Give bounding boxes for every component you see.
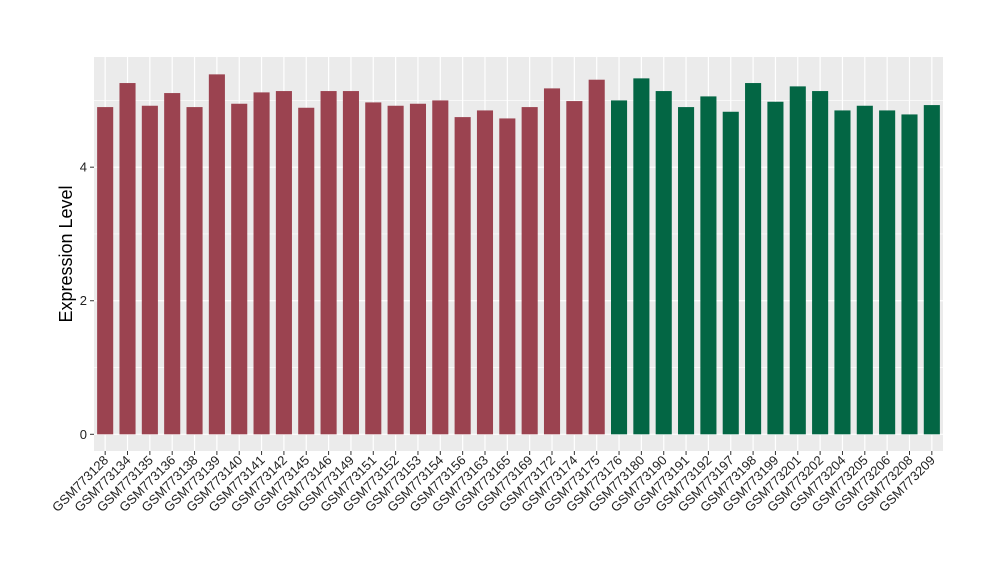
bar-GSM773191 bbox=[678, 107, 695, 435]
y-tick-label: 0 bbox=[80, 427, 87, 442]
bar-GSM773198 bbox=[745, 83, 762, 435]
bar-GSM773163 bbox=[476, 110, 494, 435]
y-tick-label: 4 bbox=[80, 160, 87, 175]
bar-GSM773136 bbox=[164, 93, 181, 435]
bar-GSM773175 bbox=[588, 79, 605, 435]
bar-GSM773172 bbox=[543, 88, 561, 435]
bar-GSM773145 bbox=[298, 107, 315, 435]
bar-GSM773156 bbox=[454, 117, 471, 435]
bar-GSM773128 bbox=[97, 107, 114, 435]
bar-GSM773135 bbox=[141, 105, 158, 435]
bar-GSM773134 bbox=[119, 83, 136, 435]
bar-GSM773151 bbox=[365, 102, 382, 435]
bar-GSM773205 bbox=[856, 105, 873, 435]
bar-GSM773169 bbox=[521, 107, 538, 435]
bar-GSM773154 bbox=[432, 100, 449, 435]
bar-GSM773141 bbox=[253, 92, 270, 435]
bar-GSM773209 bbox=[923, 105, 940, 435]
bar-GSM773174 bbox=[566, 101, 583, 435]
bar-GSM773140 bbox=[231, 103, 248, 435]
bar-GSM773201 bbox=[789, 86, 806, 435]
bar-GSM773202 bbox=[812, 91, 829, 435]
bar-GSM773208 bbox=[901, 114, 918, 435]
bar-GSM773139 bbox=[208, 74, 225, 435]
bar-GSM773176 bbox=[610, 100, 628, 435]
y-tick-label: 2 bbox=[80, 293, 87, 308]
bar-GSM773165 bbox=[499, 118, 516, 435]
bar-GSM773149 bbox=[342, 91, 359, 435]
bar-GSM773152 bbox=[387, 105, 404, 435]
y-axis-label: Expression Level bbox=[56, 185, 76, 322]
bar-GSM773146 bbox=[320, 91, 337, 435]
bar-GSM773199 bbox=[767, 101, 784, 435]
bar-GSM773180 bbox=[633, 78, 650, 435]
bar-GSM773190 bbox=[655, 91, 672, 435]
bars bbox=[97, 74, 940, 435]
bar-GSM773206 bbox=[879, 110, 896, 435]
bar-GSM773142 bbox=[275, 91, 292, 435]
bar-GSM773153 bbox=[409, 103, 427, 435]
bar-GSM773204 bbox=[834, 110, 851, 435]
bar-GSM773192 bbox=[700, 96, 717, 435]
bar-GSM773138 bbox=[186, 107, 203, 435]
y-axis-ticks: 0 2 4 bbox=[80, 160, 94, 442]
x-axis-ticks: GSM773128GSM773134GSM773135GSM773136GSM7… bbox=[49, 451, 938, 515]
bar-GSM773197 bbox=[722, 111, 739, 435]
